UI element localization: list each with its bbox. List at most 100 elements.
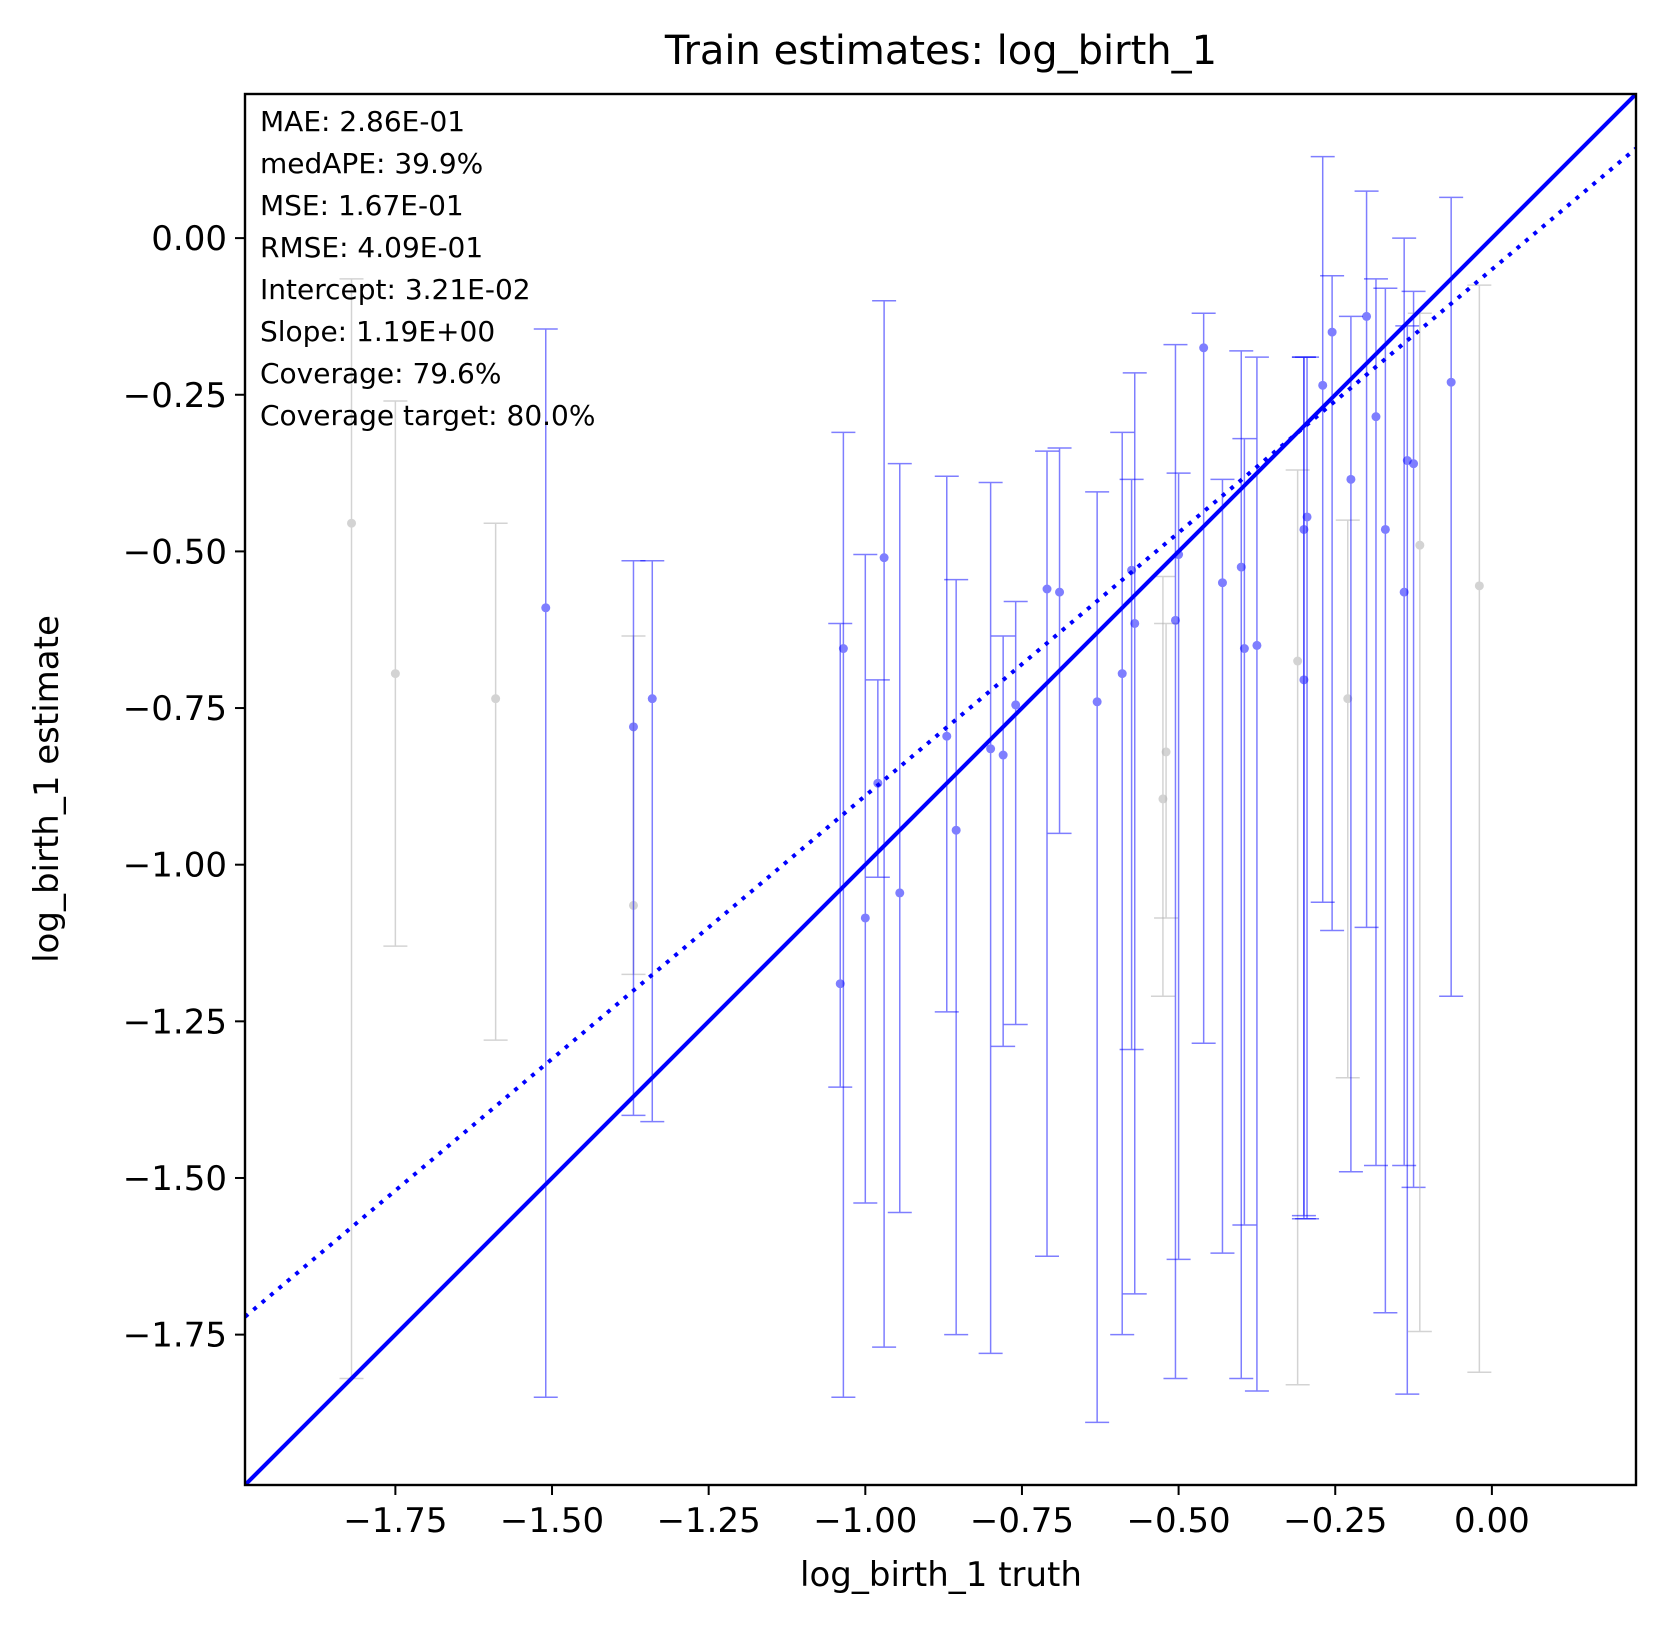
error-bar-19 — [1047, 447, 1072, 835]
data-point — [1236, 562, 1246, 572]
data-point — [998, 750, 1008, 760]
data-point — [1092, 697, 1102, 707]
error-bar-21 — [1110, 431, 1135, 1336]
plot-frame — [243, 92, 1638, 1487]
data-point — [1293, 656, 1303, 666]
data-point — [1161, 747, 1171, 757]
error-bar-6 — [640, 560, 665, 1123]
error-bar-33 — [1285, 469, 1310, 1386]
data-point — [835, 979, 845, 989]
stats-line: Slope: 1.19E+00 — [260, 315, 495, 348]
error-bar-29 — [1210, 478, 1235, 1254]
data-point — [491, 694, 501, 704]
error-bar-36 — [1295, 356, 1320, 1220]
error-bar-16 — [991, 635, 1016, 1048]
error-bar-28 — [1191, 312, 1216, 1045]
error-bar-37 — [1310, 155, 1335, 904]
error-bar-3 — [533, 328, 558, 1399]
y-tick-label: 0.00 — [151, 219, 227, 259]
y-tick-label: −0.25 — [123, 376, 227, 416]
error-bar-1 — [383, 400, 408, 947]
data-point — [1299, 524, 1309, 534]
y-tick-label: −0.75 — [123, 689, 227, 729]
error-bar-47 — [1407, 312, 1432, 1333]
data-point — [1446, 377, 1456, 387]
data-point — [951, 825, 961, 835]
data-point — [1409, 459, 1419, 469]
identity-line — [245, 94, 1636, 1485]
error-bar-38 — [1320, 274, 1345, 932]
data-point — [647, 694, 657, 704]
error-bar-11 — [872, 300, 897, 1348]
data-point — [986, 744, 996, 754]
x-tick-label: 0.00 — [1454, 1501, 1530, 1541]
data-point — [1130, 618, 1140, 628]
y-tick-label: −1.75 — [123, 1316, 227, 1356]
error-bar-32 — [1244, 356, 1269, 1392]
error-bar-7 — [828, 622, 853, 1088]
data-point — [1380, 524, 1390, 534]
error-bar-14 — [944, 578, 969, 1336]
y-tick-label: −0.50 — [123, 532, 227, 572]
error-bar-2 — [483, 522, 508, 1041]
data-point — [390, 669, 400, 679]
y-tick-label: −1.50 — [123, 1159, 227, 1199]
data-point — [1042, 584, 1052, 594]
stats-line: medAPE: 39.9% — [260, 147, 483, 180]
data-point — [895, 888, 905, 898]
data-point — [1239, 644, 1249, 654]
stats-box: MAE: 2.86E-01 medAPE: 39.9% MSE: 1.67E-01 R… — [260, 105, 595, 432]
stats-line: MSE: 1.67E-01 — [260, 189, 464, 222]
data-point — [347, 518, 357, 528]
data-point — [541, 603, 551, 613]
plot-area — [245, 94, 1636, 1485]
error-bar-23 — [1122, 372, 1147, 1295]
data-point — [1011, 700, 1021, 710]
data-point — [1371, 412, 1381, 422]
data-point — [1158, 794, 1168, 804]
stats-line: Coverage target: 80.0% — [260, 399, 595, 432]
data-point — [1346, 474, 1356, 484]
error-bar-8 — [831, 431, 856, 1399]
x-tick-label: −1.25 — [657, 1501, 761, 1541]
error-bar-44 — [1392, 237, 1417, 1167]
error-bar-30 — [1229, 350, 1254, 1380]
data-point — [860, 913, 870, 923]
data-point — [1217, 578, 1227, 588]
error-bar-18 — [1035, 450, 1060, 1258]
data-point — [628, 722, 638, 732]
error-bar-13 — [934, 475, 959, 1013]
y-tick-label: −1.25 — [123, 1002, 227, 1042]
y-tick-label: −1.00 — [123, 846, 227, 886]
data-point — [1170, 615, 1180, 625]
x-tick-label: −1.75 — [343, 1501, 447, 1541]
error-bar-39 — [1335, 519, 1360, 1079]
error-bar-15 — [978, 481, 1003, 1355]
stats-line: MAE: 2.86E-01 — [260, 105, 465, 138]
x-axis-label: log_birth_1 truth — [800, 1555, 1082, 1595]
error-bar-42 — [1363, 278, 1388, 1167]
error-bar-40 — [1338, 315, 1363, 1173]
plot-content — [245, 94, 1636, 1485]
data-point — [1474, 581, 1484, 591]
data-point — [1415, 540, 1425, 550]
data-point — [838, 644, 848, 654]
x-tick-label: −0.25 — [1283, 1501, 1387, 1541]
error-bar-9 — [853, 553, 878, 1204]
chart-title: Train estimates: log_birth_1 — [664, 28, 1217, 74]
x-tick-label: −0.75 — [970, 1501, 1074, 1541]
data-point — [879, 553, 889, 563]
y-axis: 0.00 −0.25 −0.50 −0.75 −1.00 −1.25 −1.50 −1.75 — [123, 219, 245, 1356]
error-bar-46 — [1401, 290, 1426, 1189]
data-point — [1302, 512, 1312, 522]
error-bar-41 — [1354, 190, 1379, 929]
error-bar-49 — [1467, 284, 1492, 1373]
error-bar-31 — [1232, 437, 1257, 1226]
stats-line: Coverage: 79.6% — [260, 357, 501, 390]
stats-line: Intercept: 3.21E-02 — [260, 273, 531, 306]
data-point — [1199, 343, 1209, 353]
y-axis-label: log_birth_1 estimate — [27, 615, 67, 963]
error-bar-0 — [339, 278, 364, 1380]
